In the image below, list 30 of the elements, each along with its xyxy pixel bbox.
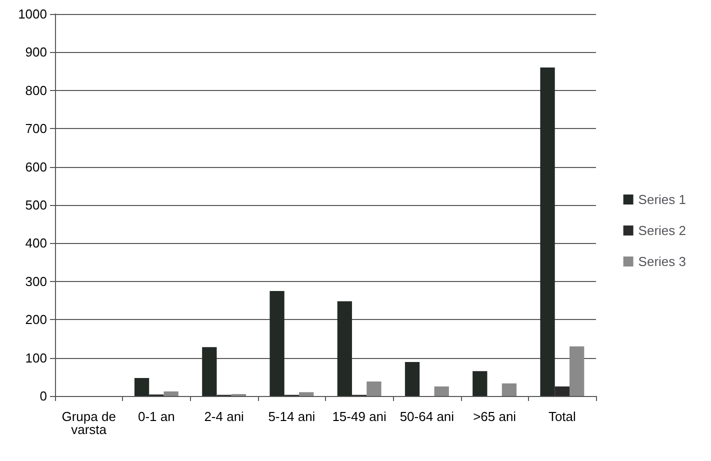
bar: [299, 392, 314, 396]
y-tick-label: 900: [25, 44, 47, 60]
legend-label: Series 1: [638, 192, 686, 207]
y-tick-label: 800: [25, 82, 47, 98]
bar: [366, 381, 382, 396]
y-tick-label: 100: [25, 350, 47, 366]
bar: [502, 383, 517, 396]
x-tick-label: Total: [548, 409, 576, 424]
legend-label: Series 2: [638, 223, 686, 238]
x-tick-label: 5-14 ani: [268, 409, 316, 424]
bar: [404, 362, 420, 396]
bar: [472, 371, 488, 396]
x-tick-label: 0-1 an: [138, 409, 175, 424]
legend-label: Series 3: [638, 254, 686, 269]
bar: [570, 346, 584, 396]
x-tick-label: 2-4 ani: [204, 409, 244, 424]
bar: [434, 386, 449, 396]
x-tick-label: 15-49 ani: [332, 409, 387, 424]
y-tick-label: 600: [25, 159, 47, 174]
x-tick-label: >65 ani: [473, 409, 516, 424]
y-tick-label: 300: [25, 274, 47, 289]
x-tick-label: Grupa de varsta: [62, 409, 116, 437]
y-tick-label: 200: [25, 312, 47, 328]
y-tick-label: 700: [25, 121, 47, 136]
x-tick-label: 50-64 ani: [400, 409, 454, 424]
y-tick-label: 0: [40, 388, 47, 404]
bar: [164, 391, 178, 396]
y-tick-label: 1000: [18, 6, 47, 22]
y-tick-label: 400: [25, 236, 47, 251]
y-tick-label: 500: [25, 198, 47, 212]
